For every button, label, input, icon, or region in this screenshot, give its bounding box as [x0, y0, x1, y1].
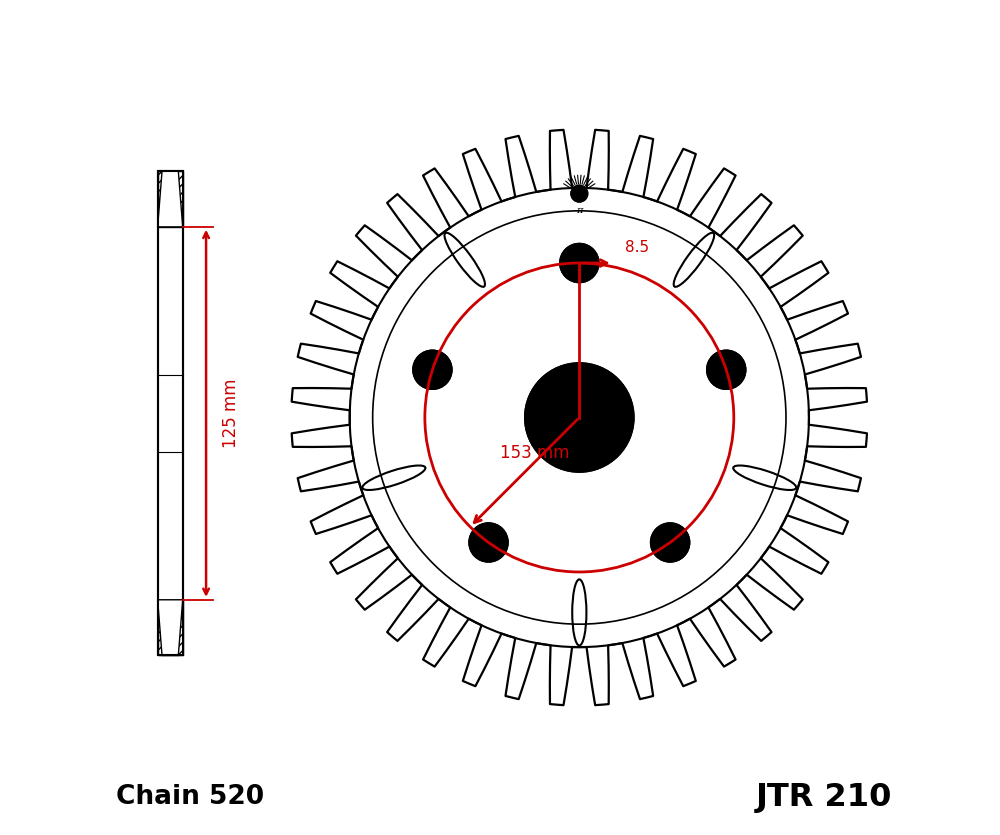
Ellipse shape [572, 579, 586, 645]
Ellipse shape [674, 233, 714, 287]
Text: Chain 520: Chain 520 [116, 784, 264, 811]
Text: π: π [576, 206, 583, 215]
Circle shape [571, 185, 588, 202]
Polygon shape [158, 600, 183, 655]
Circle shape [707, 351, 745, 389]
Circle shape [560, 244, 599, 282]
Circle shape [563, 401, 596, 434]
Ellipse shape [733, 465, 796, 490]
Circle shape [651, 524, 689, 562]
Circle shape [525, 363, 634, 472]
Text: 153 mm: 153 mm [500, 444, 570, 463]
Text: JTR 210: JTR 210 [756, 782, 892, 813]
Text: 8.5: 8.5 [625, 240, 649, 255]
Ellipse shape [362, 465, 425, 490]
Ellipse shape [444, 233, 485, 287]
Circle shape [469, 524, 508, 562]
Bar [158, 171, 183, 655]
Bar [158, 171, 183, 655]
Circle shape [413, 351, 452, 389]
Polygon shape [158, 171, 183, 227]
Bar [158, 600, 183, 655]
Bar [158, 171, 183, 227]
Text: 125 mm: 125 mm [222, 378, 240, 448]
